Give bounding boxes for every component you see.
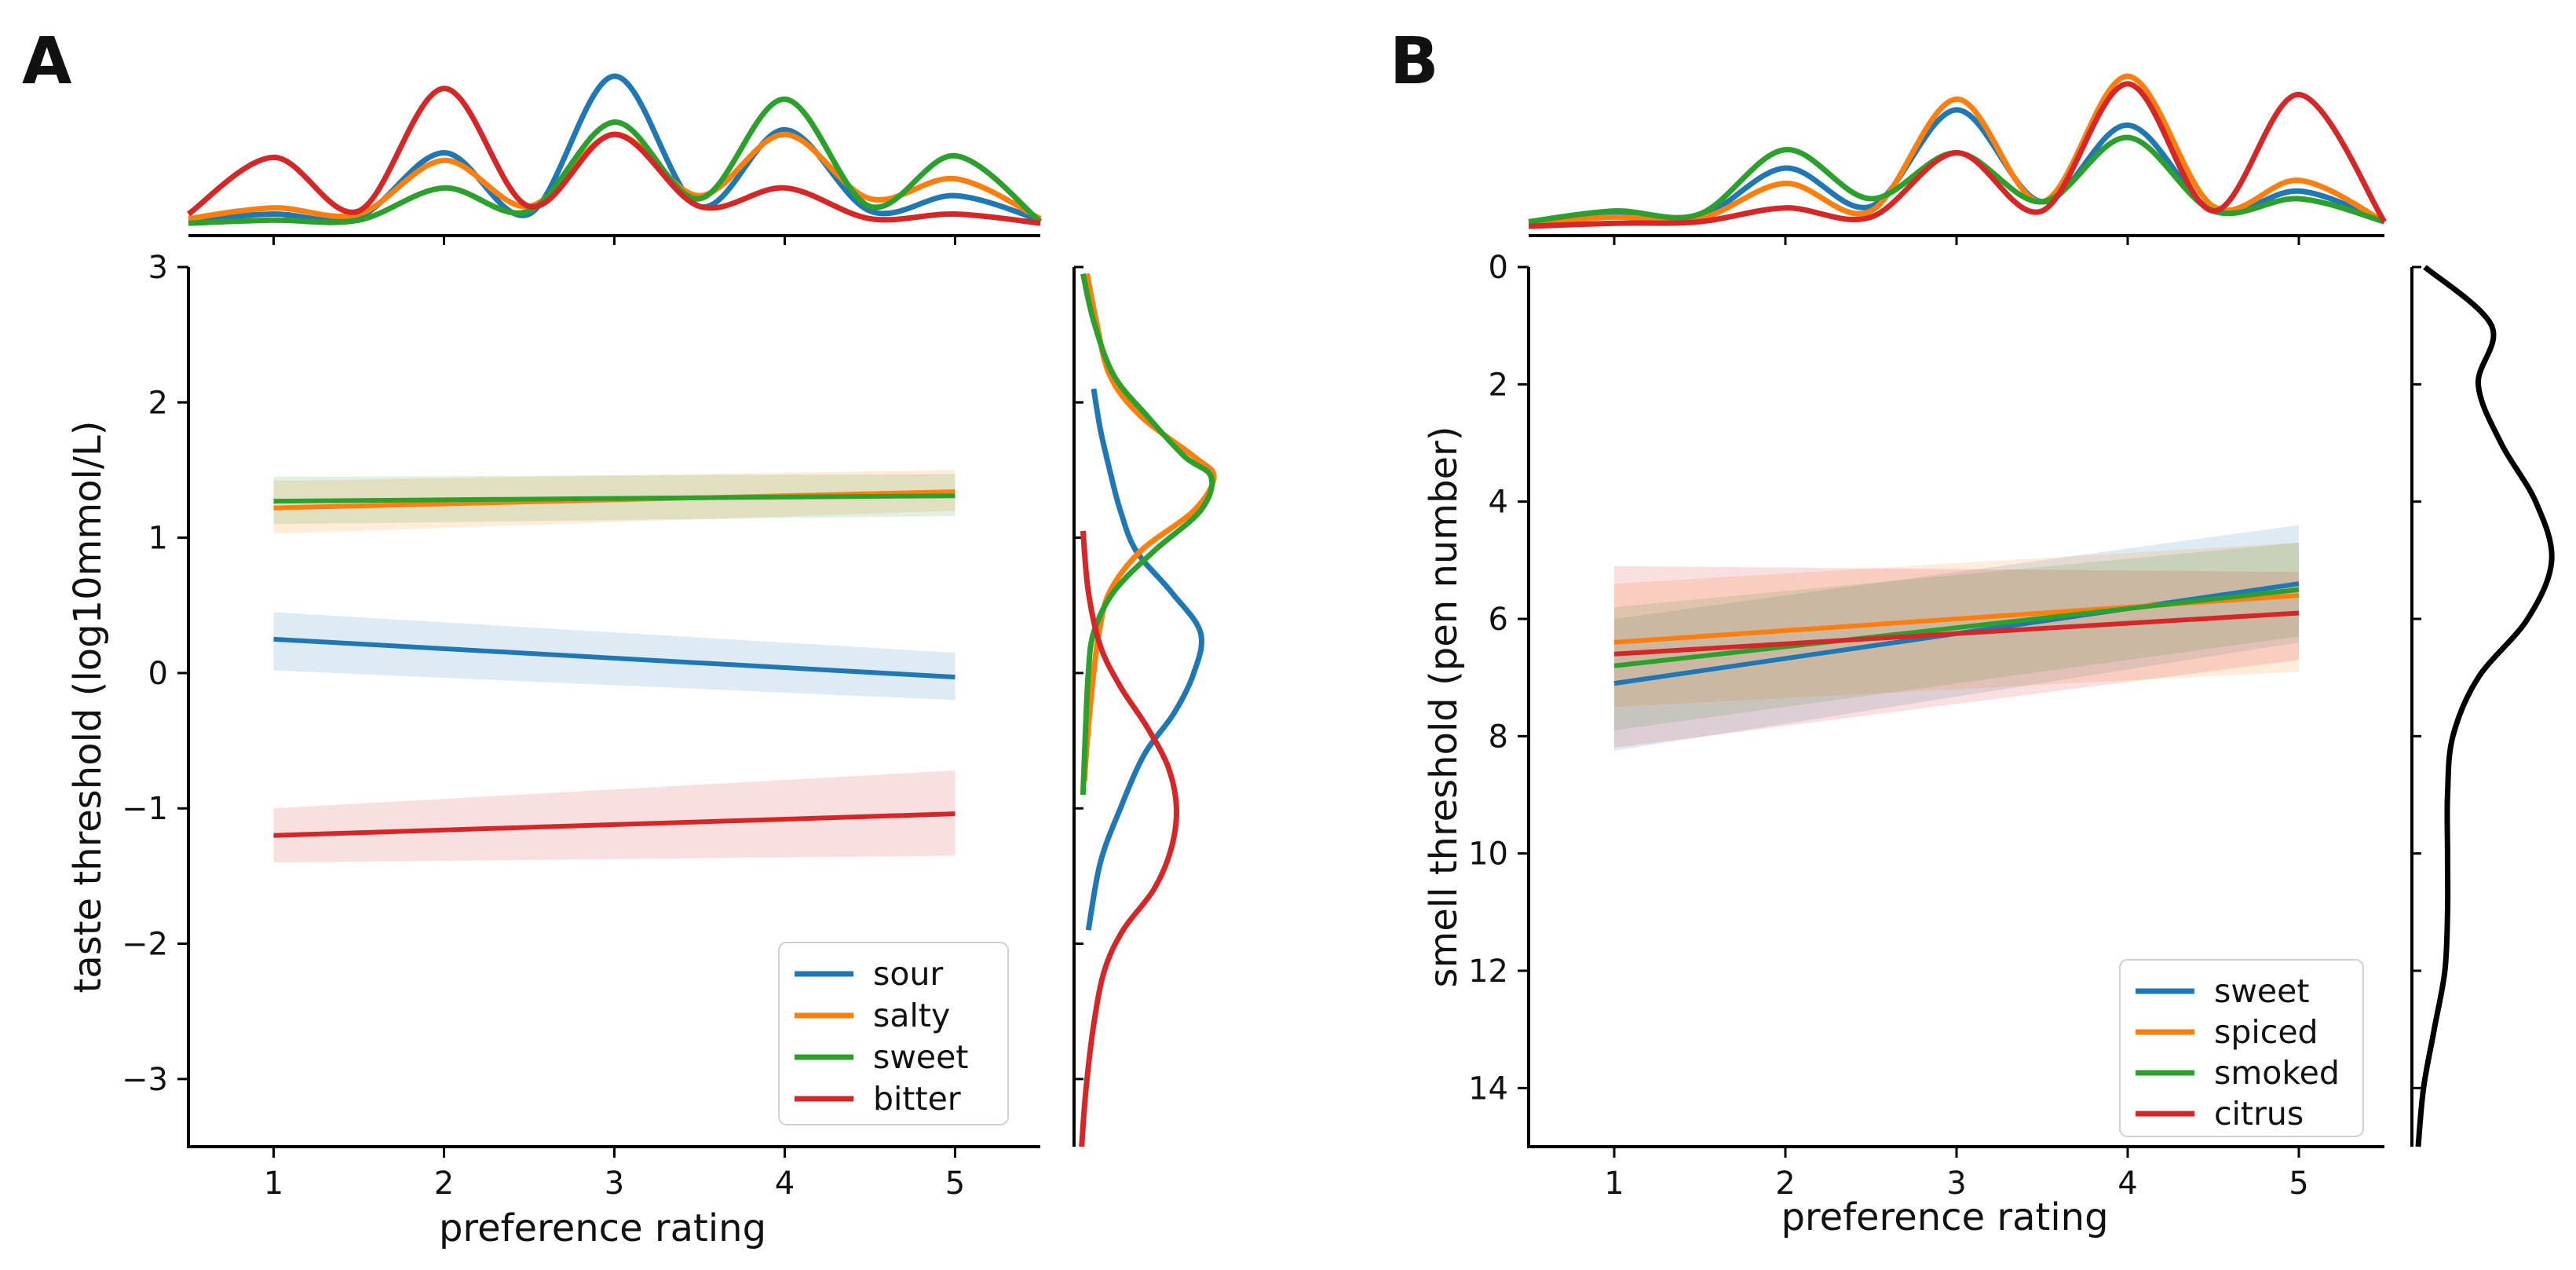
ci-band-citrus	[1614, 565, 2299, 748]
panel-letter-b: B	[1390, 24, 1439, 99]
right-density-curve-all	[2415, 265, 2555, 1147]
ci-band-smoked	[1614, 542, 2299, 730]
x-tick-label: 4	[2117, 1166, 2137, 1202]
x-axis-label: preference rating	[439, 1206, 766, 1250]
y-tick-label: 2	[148, 385, 168, 421]
panel-a: 1 2 3 4 5 3 2 1 0 −1 −2 −3 preference rating taste th…	[66, 73, 1217, 1250]
legend-label-sweet: sweet	[2214, 972, 2309, 1010]
y-tick-label: −3	[122, 1062, 168, 1098]
x-tick-label: 5	[2289, 1166, 2308, 1202]
y-tick-label: 3	[148, 250, 168, 286]
top-density-curve-sweet	[188, 96, 1043, 226]
y-tick-label: 2	[1489, 367, 1508, 403]
y-tick-label: 8	[1489, 719, 1508, 755]
regression-line-citrus	[1613, 610, 2300, 657]
x-tick-label: 5	[945, 1166, 965, 1202]
y-tick-label: 6	[1489, 602, 1508, 638]
regression-line-sour	[273, 636, 955, 680]
legend-label-sweet: sweet	[873, 1038, 968, 1076]
x-tick-label: 3	[1946, 1166, 1966, 1202]
top-density-curve-sweet	[1528, 107, 2386, 225]
right-density-curve-sweet	[1080, 273, 1215, 796]
ci-band-sweet	[1614, 525, 2299, 751]
legend-box	[2119, 959, 2364, 1137]
x-tick-label: 3	[605, 1166, 624, 1202]
y-tick-label: 14	[1468, 1071, 1508, 1107]
right-density-curve-bitter	[1079, 530, 1179, 1147]
x-tick-label: 1	[1604, 1166, 1624, 1202]
regression-line-sweet	[273, 493, 955, 504]
y-tick-label: 4	[1489, 485, 1508, 521]
panel-letter-a: A	[22, 24, 72, 99]
x-axis-label: preference rating	[1781, 1195, 2108, 1239]
legend-label-spiced: spiced	[2214, 1013, 2318, 1051]
x-tick-label: 2	[1775, 1166, 1795, 1202]
y-tick-label: 10	[1468, 836, 1508, 873]
legend-label-sour: sour	[873, 955, 943, 993]
legend-label-salty: salty	[873, 997, 950, 1034]
legend-box	[778, 942, 1009, 1125]
legend-label-citrus: citrus	[2214, 1095, 2304, 1133]
y-tick-label: 0	[148, 656, 168, 692]
x-tick-label: 4	[775, 1166, 795, 1202]
y-tick-label: −1	[122, 791, 168, 827]
y-tick-label: 1	[148, 521, 168, 557]
x-tick-label: 2	[434, 1166, 454, 1202]
top-density-curve-citrus	[1528, 81, 2387, 229]
x-tick-label: 1	[264, 1166, 283, 1202]
top-density-curve-sour	[188, 73, 1042, 224]
top-density-curve-bitter	[186, 86, 1041, 226]
legend-label-bitter: bitter	[873, 1080, 961, 1118]
right-density-curve-salty	[1081, 273, 1217, 782]
right-density-curve-sour	[1085, 388, 1204, 931]
y-axis-label: taste threshold (log10mmol/L)	[66, 421, 110, 994]
y-axis-label: smell threshold (pen number)	[1422, 426, 1466, 987]
y-tick-label: −2	[122, 927, 168, 963]
y-tick-label: 12	[1468, 953, 1508, 990]
y-tick-label: 0	[1489, 250, 1508, 286]
regression-line-smoked	[1613, 587, 2300, 668]
legend-label-smoked: smoked	[2214, 1054, 2340, 1092]
ci-band-bitter	[273, 770, 955, 863]
regression-line-bitter	[273, 811, 955, 838]
top-density-curve-spiced	[1528, 73, 2386, 226]
ci-band-spiced	[1614, 542, 2299, 707]
